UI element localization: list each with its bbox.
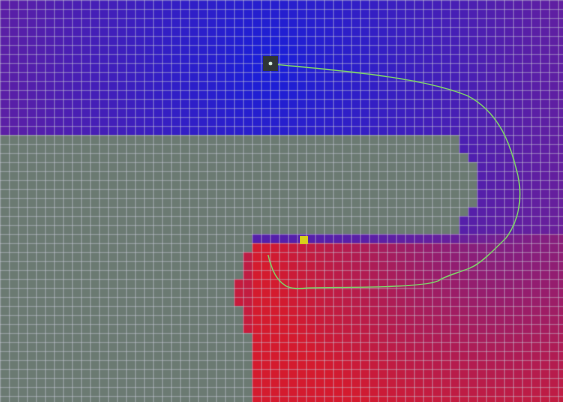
planned-path-line <box>267 63 521 290</box>
goal-node-icon[interactable] <box>300 236 308 244</box>
start-node-icon[interactable] <box>263 56 278 71</box>
